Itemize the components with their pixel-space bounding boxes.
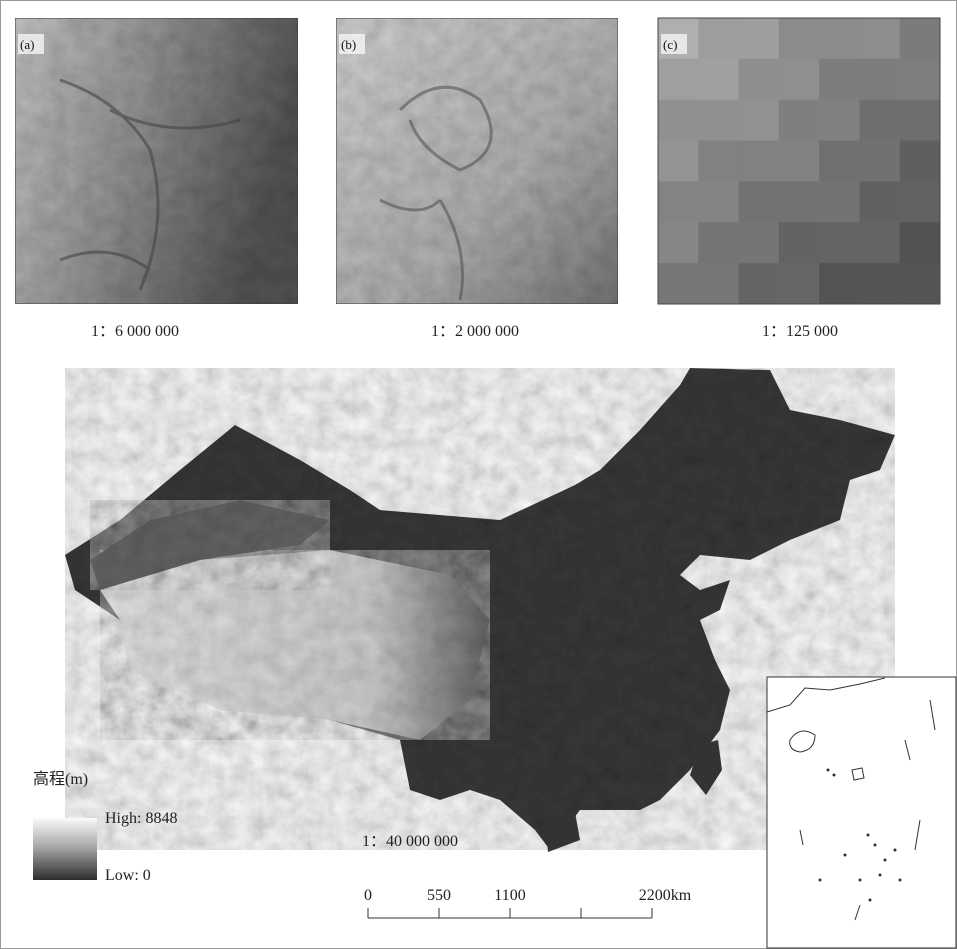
pixel-block xyxy=(778,181,820,223)
pixel-block xyxy=(738,263,780,305)
pixel-block xyxy=(778,263,820,305)
basin xyxy=(90,500,330,590)
pixel-block xyxy=(658,222,699,264)
pixel-block xyxy=(738,181,780,223)
pixel-block xyxy=(819,99,860,142)
pixel-block xyxy=(778,222,820,264)
label-bg xyxy=(339,34,365,54)
inset-map xyxy=(766,676,957,949)
pixel-block xyxy=(778,99,820,142)
scale-label: 0 xyxy=(364,887,372,904)
legend-high: High: 8848 xyxy=(105,810,177,827)
pixel-block xyxy=(859,140,901,182)
legend-low: Low: 0 xyxy=(105,867,151,884)
scale-label: 550 xyxy=(427,887,451,904)
pixel-block xyxy=(899,222,941,264)
inset-coast xyxy=(766,677,936,921)
pixel-block xyxy=(859,58,901,101)
panel-c-image xyxy=(658,18,941,305)
panel-b-valleys xyxy=(379,85,493,301)
plateau xyxy=(100,550,490,740)
pixel-block xyxy=(658,58,699,101)
pixel-block xyxy=(698,58,740,101)
legend-title: 高程(m) xyxy=(33,770,88,788)
pixel-block xyxy=(899,18,941,60)
pixel-block xyxy=(658,140,699,182)
pixel-block xyxy=(899,181,941,223)
panel-a-valleys xyxy=(59,78,241,291)
pixel-block xyxy=(899,263,941,305)
pixel-block xyxy=(778,58,820,101)
taiwan xyxy=(690,740,722,795)
hainan xyxy=(545,812,580,852)
pixel-block xyxy=(698,99,740,142)
pixel-block xyxy=(819,181,860,223)
panel-label: (b) xyxy=(341,37,356,52)
pixel-block xyxy=(658,99,699,142)
legend-ramp xyxy=(33,818,97,880)
pixel-block xyxy=(738,58,780,101)
pixel-block xyxy=(778,18,820,60)
pixel-block xyxy=(859,222,901,264)
pixel-block xyxy=(738,18,780,60)
pixel-block xyxy=(698,140,740,182)
pixel-block xyxy=(859,181,901,223)
pixel-block xyxy=(738,99,780,142)
label-bg xyxy=(661,34,687,54)
scale-label: 2200km xyxy=(639,887,692,904)
panel-scale: 1：2 000 000 xyxy=(431,323,519,340)
pixel-block xyxy=(738,140,780,182)
pixel-block xyxy=(658,263,699,305)
scale-bar xyxy=(367,908,653,919)
panel-scale: 1：6 000 000 xyxy=(91,323,179,340)
pixel-block xyxy=(658,181,699,223)
pixel-block xyxy=(698,181,740,223)
pixel-block xyxy=(899,58,941,101)
pixel-block xyxy=(738,222,780,264)
pixel-block xyxy=(859,99,901,142)
pixel-block xyxy=(819,18,860,60)
scale-label: 1100 xyxy=(494,887,525,904)
panel-label: (a) xyxy=(20,37,34,52)
pixel-block xyxy=(819,140,860,182)
pixel-block xyxy=(698,18,740,60)
pixel-block xyxy=(859,18,901,60)
pixel-block xyxy=(899,140,941,182)
panel-c-border xyxy=(657,17,941,305)
panel-label: (c) xyxy=(663,37,677,52)
pixel-block xyxy=(778,140,820,182)
pixel-block xyxy=(698,222,740,264)
pixel-block xyxy=(859,263,901,305)
panel-a-image xyxy=(14,17,299,305)
pixel-block xyxy=(698,263,740,305)
inset-islands xyxy=(818,768,902,902)
panel-scale: 1：125 000 xyxy=(762,323,838,340)
pixel-block xyxy=(819,58,860,101)
map-scale: 1：40 000 000 xyxy=(362,833,458,850)
pixel-block xyxy=(899,99,941,142)
pixel-block xyxy=(819,222,860,264)
pixel-block xyxy=(819,263,860,305)
label-bg xyxy=(18,34,44,54)
